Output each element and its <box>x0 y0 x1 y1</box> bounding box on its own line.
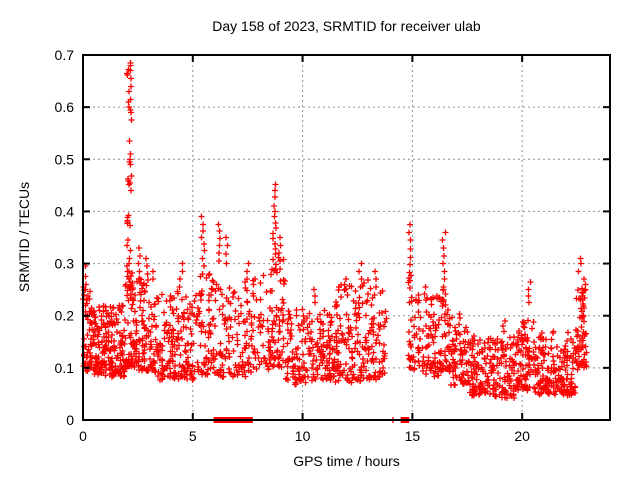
y-tick-label: 0 <box>66 412 74 428</box>
x-tick-label: 20 <box>514 428 530 444</box>
scatter-points <box>80 60 590 423</box>
y-tick-label: 0.3 <box>55 256 75 272</box>
x-axis-title: GPS time / hours <box>293 453 400 469</box>
y-tick-label: 0.6 <box>55 99 75 115</box>
y-tick-label: 0.7 <box>55 47 75 63</box>
y-tick-label: 0.1 <box>55 360 75 376</box>
x-tick-label: 10 <box>295 428 311 444</box>
x-tick-label: 15 <box>405 428 421 444</box>
plot-frame <box>82 54 611 421</box>
x-tick-label: 0 <box>79 428 87 444</box>
y-tick-label: 0.5 <box>55 151 75 167</box>
y-tick-label: 0.2 <box>55 308 75 324</box>
x-tick-label: 5 <box>189 428 197 444</box>
y-tick-label: 0.4 <box>55 203 75 219</box>
chart-title: Day 158 of 2023, SRMTID for receiver ula… <box>212 18 481 34</box>
